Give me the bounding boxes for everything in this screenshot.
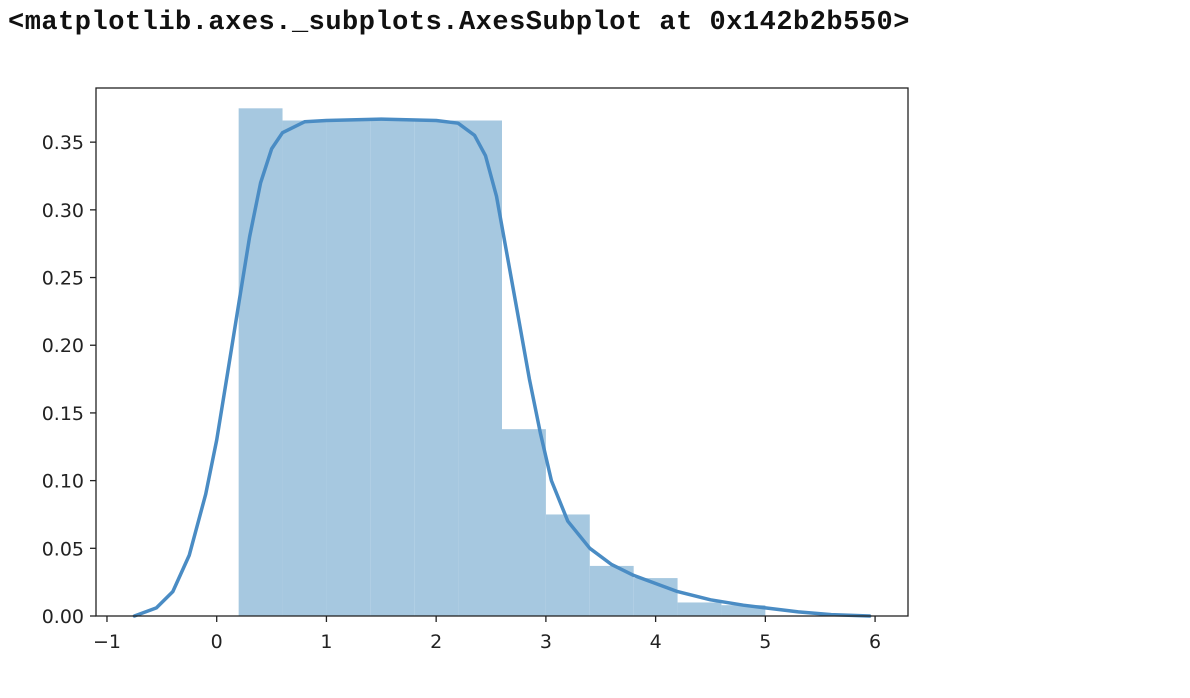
y-tick-label: 0.30 (42, 200, 84, 222)
output-repr-text: <matplotlib.axes._subplots.AxesSubplot a… (8, 8, 910, 38)
histogram-bar-5 (458, 120, 502, 616)
kde-curve (132, 117, 872, 618)
histogram-bar-2 (326, 120, 371, 616)
x-tick-label: 5 (759, 631, 771, 653)
x-tick-label: 2 (430, 631, 442, 653)
axes-frame (95, 87, 909, 617)
y-tick-label: 0.05 (42, 538, 84, 560)
x-tick-label: 0 (211, 631, 223, 653)
y-tick-label: 0.00 (42, 606, 84, 628)
x-tick-label: 3 (540, 631, 552, 653)
y-tick-label: 0.15 (42, 403, 84, 425)
x-tick-label: 1 (320, 631, 332, 653)
x-tick-label: 6 (869, 631, 881, 653)
histogram-bar-10 (677, 602, 722, 616)
x-axis-ticks: −1 0 1 2 3 4 5 6 (93, 616, 881, 653)
x-tick-label: 4 (650, 631, 662, 653)
y-axis-ticks: 0.00 0.05 0.10 0.15 0.20 0.25 0.30 0.35 (42, 132, 96, 628)
histogram-bar-7 (545, 514, 590, 616)
histogram-bar-4 (414, 120, 459, 616)
histogram-bar-11 (721, 605, 766, 616)
y-tick-label: 0.35 (42, 132, 84, 154)
histogram-bar-8 (589, 565, 634, 616)
y-tick-label: 0.25 (42, 268, 84, 290)
histogram-bar-0 (238, 108, 283, 617)
histogram-bar-1 (282, 120, 327, 616)
x-tick-label: −1 (93, 631, 121, 653)
histogram-bar-6 (502, 429, 546, 616)
y-tick-label: 0.20 (42, 335, 84, 357)
histogram-bars (238, 108, 766, 617)
y-tick-label: 0.10 (42, 471, 84, 493)
histogram-bar-3 (370, 120, 415, 616)
